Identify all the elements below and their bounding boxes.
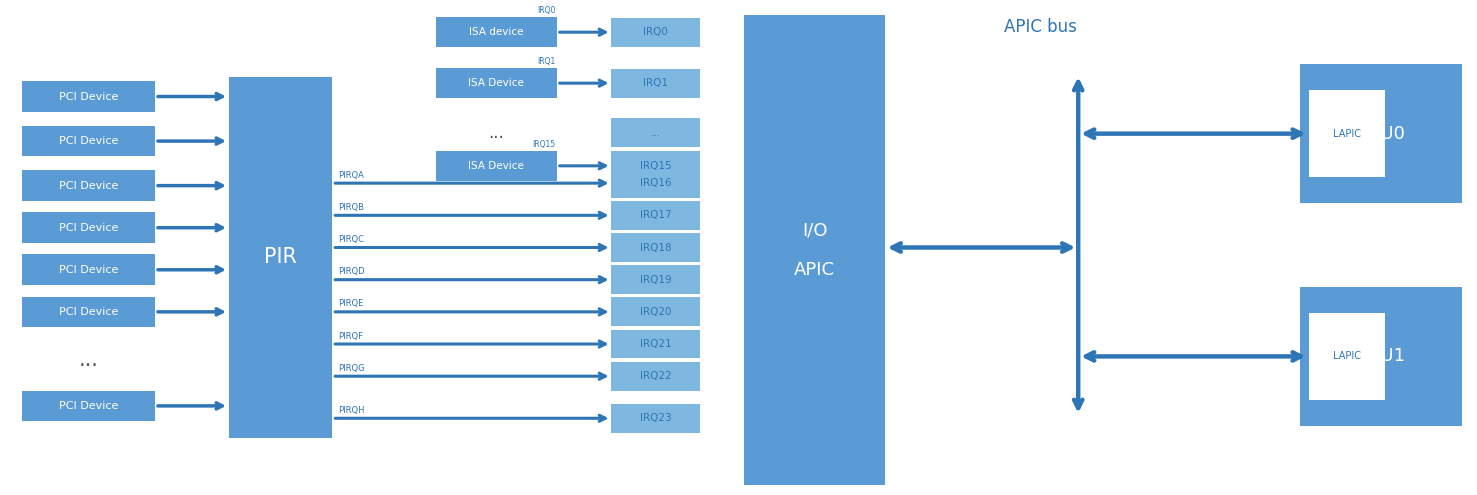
- Text: PIRQG: PIRQG: [338, 364, 365, 373]
- Text: PCI Device: PCI Device: [59, 223, 118, 233]
- Text: PCI Device: PCI Device: [59, 307, 118, 317]
- Text: LAPIC: LAPIC: [1334, 129, 1360, 139]
- Bar: [611, 69, 700, 98]
- Bar: [611, 151, 700, 180]
- Bar: [611, 297, 700, 326]
- Bar: [436, 68, 557, 98]
- Bar: [436, 17, 557, 47]
- Bar: [22, 297, 155, 327]
- Text: ...: ...: [489, 124, 504, 142]
- Bar: [22, 254, 155, 285]
- Bar: [611, 18, 700, 47]
- Bar: [611, 330, 700, 358]
- Bar: [744, 15, 885, 485]
- Bar: [611, 201, 700, 230]
- Text: IRQ23: IRQ23: [640, 413, 672, 423]
- Text: LAPIC: LAPIC: [1334, 351, 1360, 361]
- Text: PIRQA: PIRQA: [338, 171, 365, 180]
- Text: IRQ0: IRQ0: [538, 6, 555, 15]
- Text: ISA device: ISA device: [470, 27, 523, 37]
- Text: APIC: APIC: [795, 261, 835, 279]
- Bar: [1300, 64, 1462, 203]
- Bar: [22, 212, 155, 243]
- Text: PIRQH: PIRQH: [338, 406, 365, 415]
- Bar: [1300, 287, 1462, 426]
- Text: PCI Device: PCI Device: [59, 136, 118, 146]
- Bar: [22, 170, 155, 201]
- Text: PCI Device: PCI Device: [59, 92, 118, 101]
- Text: IRQ17: IRQ17: [640, 210, 672, 220]
- Bar: [22, 81, 155, 112]
- Text: CPU0: CPU0: [1357, 125, 1405, 143]
- Text: APIC bus: APIC bus: [1004, 18, 1077, 36]
- Bar: [1309, 313, 1385, 399]
- Text: IRQ21: IRQ21: [640, 339, 672, 349]
- Text: IRQ1: IRQ1: [644, 78, 668, 88]
- Bar: [611, 404, 700, 433]
- Text: IRQ20: IRQ20: [640, 307, 672, 317]
- Text: IRQ19: IRQ19: [640, 275, 672, 285]
- Text: ...: ...: [78, 350, 99, 370]
- Text: IRQ15: IRQ15: [532, 140, 555, 148]
- Bar: [22, 391, 155, 421]
- Text: IRQ16: IRQ16: [640, 178, 672, 188]
- Text: PCI Device: PCI Device: [59, 265, 118, 275]
- Text: ISA Device: ISA Device: [468, 161, 524, 171]
- Text: I/O: I/O: [802, 221, 827, 239]
- Text: PIRQE: PIRQE: [338, 299, 363, 308]
- Text: PIRQC: PIRQC: [338, 235, 365, 244]
- Bar: [22, 126, 155, 156]
- Text: IRQ15: IRQ15: [640, 161, 672, 171]
- Bar: [611, 362, 700, 391]
- Bar: [611, 169, 700, 198]
- Text: PIRQF: PIRQF: [338, 332, 363, 341]
- Text: PCI Device: PCI Device: [59, 181, 118, 191]
- Text: ISA Device: ISA Device: [468, 78, 524, 88]
- Text: PIRQD: PIRQD: [338, 267, 365, 276]
- Text: IRQ18: IRQ18: [640, 243, 672, 252]
- Bar: [611, 233, 700, 262]
- Text: IRQ1: IRQ1: [538, 57, 555, 66]
- Text: ...: ...: [651, 128, 660, 138]
- Text: CPU1: CPU1: [1357, 347, 1405, 365]
- Text: PCI Device: PCI Device: [59, 401, 118, 411]
- Text: IRQ0: IRQ0: [644, 27, 668, 37]
- Text: PIRQB: PIRQB: [338, 203, 365, 212]
- Bar: [436, 151, 557, 181]
- Bar: [611, 265, 700, 294]
- Bar: [611, 118, 700, 147]
- Text: IRQ22: IRQ22: [640, 371, 672, 381]
- Text: PIR: PIR: [264, 248, 297, 267]
- Bar: [1309, 91, 1385, 177]
- Bar: [229, 77, 332, 438]
